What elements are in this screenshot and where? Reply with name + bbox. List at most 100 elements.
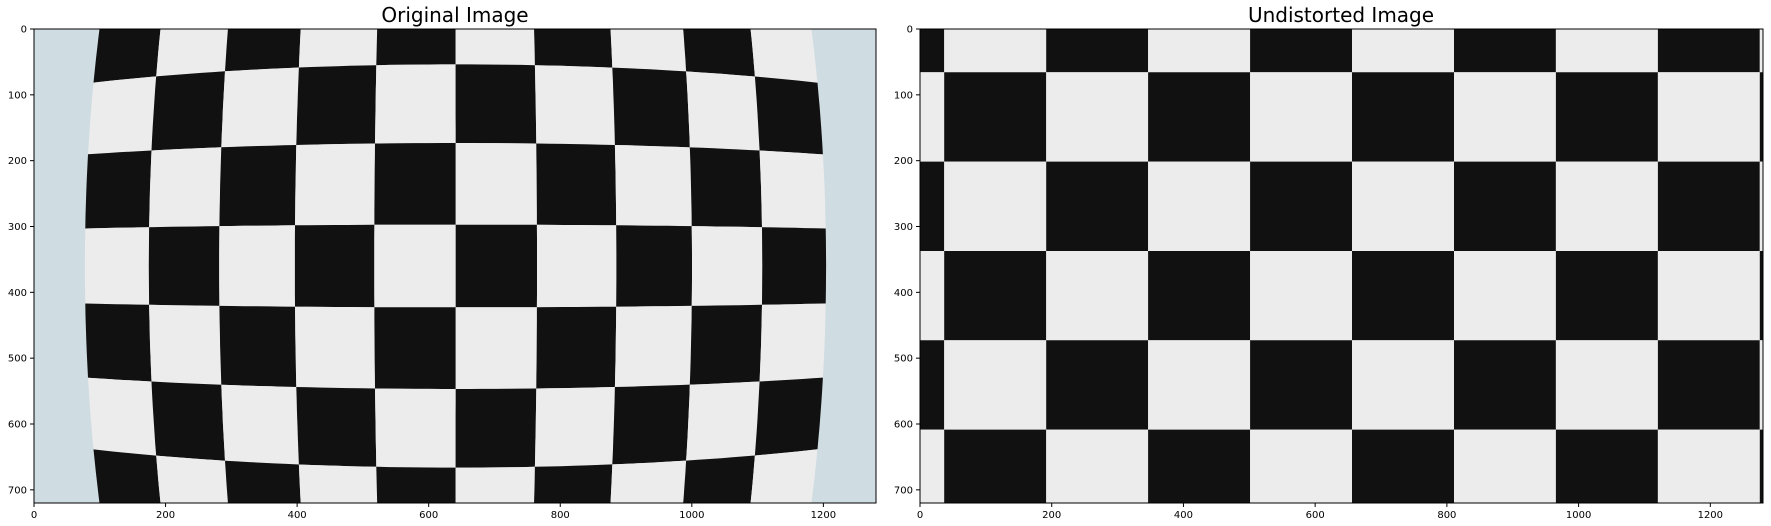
checker-square-dark [219, 305, 297, 387]
checker-square-light [944, 519, 1046, 526]
checker-square-light [610, 29, 687, 72]
checker-square-light [614, 305, 692, 387]
checker-square-light [375, 64, 456, 144]
checker-square-light [1657, 251, 1760, 341]
checker-square-dark [1555, 251, 1658, 341]
checker-square-dark [689, 304, 762, 385]
checker-square-light [1454, 72, 1556, 162]
y-tick-label: 700 [894, 485, 913, 496]
checker-square-dark [616, 225, 692, 307]
checker-square-light [534, 387, 615, 467]
checker-square-dark [1352, 72, 1454, 162]
checker-square-light [1657, 429, 1760, 503]
undistorted-image-title: Undistorted Image [1248, 3, 1434, 27]
checker-square-dark [376, 466, 456, 503]
checker-square-dark [148, 226, 220, 306]
checker-square-light [1250, 251, 1352, 341]
checker-square-light [298, 29, 378, 68]
checker-square-dark [85, 303, 152, 382]
checker-square-light [1148, 519, 1250, 526]
x-tick-label: 200 [156, 510, 175, 521]
checker-square-dark [1250, 29, 1352, 73]
checker-square-light [149, 304, 222, 385]
checker-square-dark [612, 384, 690, 465]
y-tick-label: 400 [8, 288, 27, 299]
checker-square-dark [762, 227, 827, 305]
x-tick-label: 800 [1437, 510, 1456, 521]
checker-square-light [1657, 72, 1760, 162]
checker-square-light [455, 29, 535, 66]
checker-square-light [1148, 340, 1251, 430]
checker-square-light [1759, 340, 1763, 430]
checker-square-dark [1657, 161, 1760, 251]
checker-square-dark [376, 29, 456, 66]
checker-square-light [1352, 161, 1454, 251]
checker-square-dark [1657, 340, 1760, 430]
x-tick-label: 1200 [1698, 510, 1723, 521]
checker-square-light [536, 224, 617, 308]
checker-square-light [686, 71, 760, 151]
checker-square-light [610, 460, 687, 503]
x-tick-label: 400 [1174, 510, 1193, 521]
checker-square-light [88, 76, 157, 155]
checker-square-light [750, 29, 818, 83]
checker-square-light [686, 381, 760, 461]
x-tick-label: 0 [31, 510, 37, 521]
checker-square-light [1555, 340, 1658, 430]
checker-square-dark [1454, 29, 1556, 73]
checker-square-light [750, 449, 818, 503]
checker-square-light [375, 388, 456, 468]
checker-square-dark [93, 29, 161, 83]
checker-square-dark [920, 29, 945, 73]
checker-square-light [374, 224, 456, 308]
checker-square-light [455, 466, 535, 503]
checker-square-dark [920, 161, 945, 251]
checker-square-light [759, 150, 826, 229]
original-checkerboard-image [34, 29, 876, 503]
checker-square-dark [944, 429, 1047, 503]
checker-square-light [920, 72, 945, 162]
checker-square-light [1759, 161, 1763, 251]
checker-square-dark [683, 29, 755, 77]
checker-square-light [1250, 72, 1352, 162]
checker-square-dark [534, 464, 613, 503]
checker-square-dark [1046, 519, 1148, 526]
y-tick-label: 300 [894, 222, 913, 233]
checker-square-dark [754, 377, 823, 456]
checker-square-dark [1046, 340, 1149, 430]
checker-square-dark [93, 449, 161, 503]
checker-square-light [1148, 161, 1251, 251]
checker-square-dark [1555, 72, 1658, 162]
checker-square-dark [536, 143, 617, 226]
checker-square-dark [920, 340, 945, 430]
y-tick-label: 0 [21, 25, 27, 36]
checker-square-light [944, 340, 1047, 430]
y-tick-label: 100 [8, 90, 27, 101]
axes-frame [33, 28, 877, 504]
checker-square-dark [1148, 429, 1251, 503]
checker-square-light [298, 464, 378, 503]
checker-square-dark [1352, 429, 1454, 503]
checker-square-dark [225, 29, 301, 72]
checker-square-light [156, 29, 228, 77]
checker-square-dark [294, 224, 375, 308]
checker-square-light [1046, 429, 1149, 503]
y-tick-label: 600 [894, 420, 913, 431]
checker-square-dark [612, 67, 690, 148]
checker-square-dark [1454, 340, 1556, 430]
checker-square-dark [536, 306, 617, 389]
original-image-panel: Original Image 0 200 400 600 800 1000 1200 0 100… [8, 3, 877, 521]
checker-square-dark [689, 147, 762, 228]
checker-square-dark [754, 76, 823, 155]
y-tick-label: 500 [8, 354, 27, 365]
y-tick-label: 200 [894, 156, 913, 167]
checker-square-light [1760, 519, 1771, 526]
checker-square-dark [219, 145, 297, 227]
x-tick-label: 600 [419, 510, 438, 521]
y-tick-label: 500 [894, 354, 913, 365]
checker-square-dark [1250, 340, 1352, 430]
undistorted-checkerboard-image [920, 29, 1771, 526]
checker-square-dark [151, 381, 225, 461]
undistorted-image-panel: Undistorted Image 0 200 400 600 800 1000 1200 0… [894, 3, 1771, 526]
